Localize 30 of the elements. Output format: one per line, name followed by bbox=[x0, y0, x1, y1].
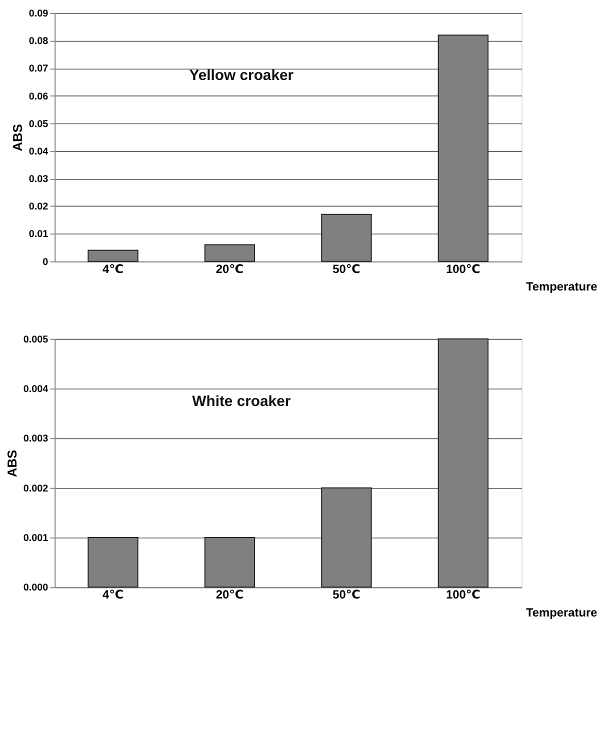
y-tick-label: 0.001 bbox=[23, 532, 49, 544]
y-tick-label: 0.06 bbox=[28, 91, 49, 102]
x-tick-label: 100℃ bbox=[446, 588, 480, 602]
y-tick-label: 0.004 bbox=[23, 384, 49, 395]
y-axis-title: ABS bbox=[4, 449, 20, 478]
y-tick-label: 0.04 bbox=[28, 146, 49, 158]
text: Yellow croaker bbox=[189, 68, 294, 84]
y-tick-label: 0.03 bbox=[28, 174, 49, 186]
x-tick-label: 50℃ bbox=[332, 262, 360, 276]
x-tick-label: 4℃ bbox=[102, 262, 124, 276]
y-tick-label: 0.005 bbox=[23, 334, 49, 346]
x-tick-label: 100℃ bbox=[446, 262, 480, 276]
x-tick-label: 20℃ bbox=[216, 588, 244, 602]
y-tick-label: 0.09 bbox=[28, 8, 49, 20]
y-tick-label: 0.002 bbox=[23, 483, 49, 494]
y-tick-label: 0.003 bbox=[23, 434, 49, 445]
y-tick-label: 0.07 bbox=[28, 64, 49, 75]
x-axis-title: Temperature bbox=[526, 605, 598, 620]
y-tick-label: 0 bbox=[42, 256, 49, 268]
y-tick-label: 0.02 bbox=[28, 202, 49, 213]
x-tick-label: 4℃ bbox=[102, 588, 124, 602]
y-axis-title: ABS bbox=[10, 124, 25, 152]
y-tick-label: 0.05 bbox=[28, 118, 49, 130]
x-tick-label: 20℃ bbox=[216, 262, 244, 276]
y-tick-label: 0.000 bbox=[23, 582, 49, 594]
x-tick-label: 50℃ bbox=[332, 588, 360, 602]
text: White croaker bbox=[192, 394, 291, 410]
y-tick-label: 0.01 bbox=[28, 229, 49, 240]
x-axis-title: Temperature bbox=[526, 280, 598, 294]
y-tick-label: 0.08 bbox=[28, 36, 49, 48]
